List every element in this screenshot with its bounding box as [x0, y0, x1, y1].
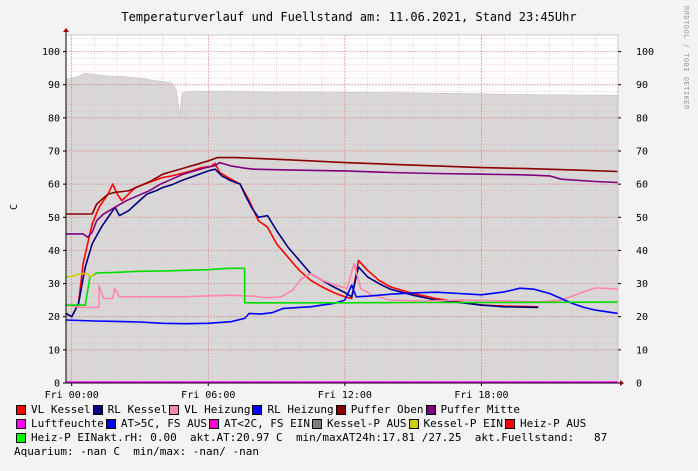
legend-swatch: [16, 433, 26, 443]
legend-swatch: [16, 405, 26, 415]
legend-item-kessel-p-aus: Kessel-P AUS: [310, 417, 407, 431]
legend-swatch: [408, 419, 419, 429]
y-axis-label: C: [9, 204, 20, 210]
y-tick-label-right: 100: [636, 47, 654, 58]
series-line-puffer-oben: [66, 156, 619, 215]
legend-item-puffer-mitte: Puffer Mitte: [424, 403, 520, 417]
y-tick-label-right: 40: [636, 246, 648, 257]
x-tick-label: Fri 12:00: [318, 390, 372, 401]
legend: VL Kessel RL Kessel VL Heizung RL Heizun…: [14, 403, 607, 459]
y-tick-label-right: 10: [636, 345, 648, 356]
legend-item-rl-kessel: RL Kessel: [91, 403, 167, 417]
y-tick-label: 20: [48, 312, 60, 323]
series-layer: [65, 156, 619, 383]
legend-swatch: [425, 405, 436, 415]
legend-item-vl-kessel: VL Kessel: [14, 403, 91, 417]
series-line-kessel-p-ein: [65, 272, 95, 278]
status-rh: akt.rH: 0.00: [97, 431, 177, 444]
series-line-heiz-p-ein: [66, 267, 619, 306]
y-tick-label: 60: [48, 180, 60, 191]
legend-swatch: [208, 419, 219, 429]
legend-item-heiz-p-aus: Heiz-P AUS: [503, 417, 586, 431]
x-tick-label: Fri 18:00: [454, 390, 508, 401]
legend-swatch: [252, 405, 263, 415]
y-tick-label-right: 70: [636, 147, 648, 158]
legend-item-heiz-p-ein: Heiz-P EIN: [14, 431, 97, 445]
status-fuellstand: akt.Fuellstand: 87: [474, 431, 608, 444]
y-tick-label: 100: [42, 47, 60, 58]
watermark: RRDTOOL / TOBI OETIKER: [682, 6, 690, 110]
legend-swatch: [312, 419, 323, 429]
legend-item-kessel-p-ein: Kessel-P EIN: [407, 417, 503, 431]
y-tick-label-right: 90: [636, 80, 648, 91]
legend-item-at-gt5: AT>5C, FS AUS: [104, 417, 207, 431]
legend-row-3: Heiz-P EIN akt.rH: 0.00 akt.AT:20.97 C m…: [14, 431, 607, 445]
y-tick-label: 80: [48, 113, 60, 124]
y-tick-label-right: 80: [636, 113, 648, 124]
x-axis-arrow: [620, 380, 624, 386]
x-tick-label: Fri 00:00: [45, 390, 99, 401]
y-tick-label-right: 20: [636, 312, 648, 323]
axis-layer: 0 0 10 10 20 20 30 30 40 40 50 50 60 60 70 70 80 80 90 90 10…: [42, 28, 654, 401]
legend-item-vl-heizung: VL Heizung: [167, 403, 250, 417]
legend-row-2: Luftfeuchte AT>5C, FS AUS AT<2C, FS EIN …: [14, 417, 607, 431]
legend-row-1: VL Kessel RL Kessel VL Heizung RL Heizun…: [14, 403, 607, 417]
chart-title: Temperaturverlauf und Fuellstand am: 11.…: [121, 10, 576, 24]
series-line-puffer-mitte: [66, 161, 619, 238]
legend-item-rl-heizung: RL Heizung: [250, 403, 334, 417]
legend-swatch: [505, 419, 516, 429]
y-tick-label-right: 0: [636, 379, 642, 390]
y-tick-label-right: 50: [636, 213, 648, 224]
y-tick-label-right: 30: [636, 279, 648, 290]
series-line-rl-heizung: [65, 284, 619, 325]
legend-swatch: [335, 405, 346, 415]
x-tick-label: Fri 06:00: [181, 390, 235, 401]
series-line-vl-kessel: [65, 162, 539, 318]
series-line-vl-heizung: [65, 262, 619, 309]
y-tick-label: 10: [48, 345, 60, 356]
y-tick-label: 0: [54, 379, 60, 390]
y-tick-label: 30: [48, 279, 60, 290]
y-tick-label: 70: [48, 147, 60, 158]
status-aquarium: Aquarium: -nan C min/max: -nan/ -nan: [14, 445, 260, 458]
legend-swatch: [92, 405, 103, 415]
y-tick-label-right: 60: [636, 180, 648, 191]
legend-item-luftfeuchte: Luftfeuchte: [14, 417, 104, 431]
y-tick-label: 90: [48, 80, 60, 91]
legend-swatch: [105, 419, 116, 429]
status-at: akt.AT:20.97 C: [189, 431, 283, 444]
y-axis-arrow: [63, 28, 69, 32]
legend-item-at-lt2: AT<2C, FS EIN: [207, 417, 310, 431]
legend-swatch: [16, 419, 26, 429]
legend-item-puffer-oben: Puffer Oben: [334, 403, 424, 417]
status-minmax-at: min/maxAT24h:17.81 /27.25: [295, 431, 462, 444]
legend-row-4: Aquarium: -nan C min/max: -nan/ -nan: [14, 445, 607, 459]
legend-swatch: [169, 405, 180, 415]
y-tick-label: 50: [48, 213, 60, 224]
grid-layer: [66, 35, 618, 384]
y-tick-label: 40: [48, 246, 60, 257]
series-line-rl-kessel: [65, 168, 539, 318]
